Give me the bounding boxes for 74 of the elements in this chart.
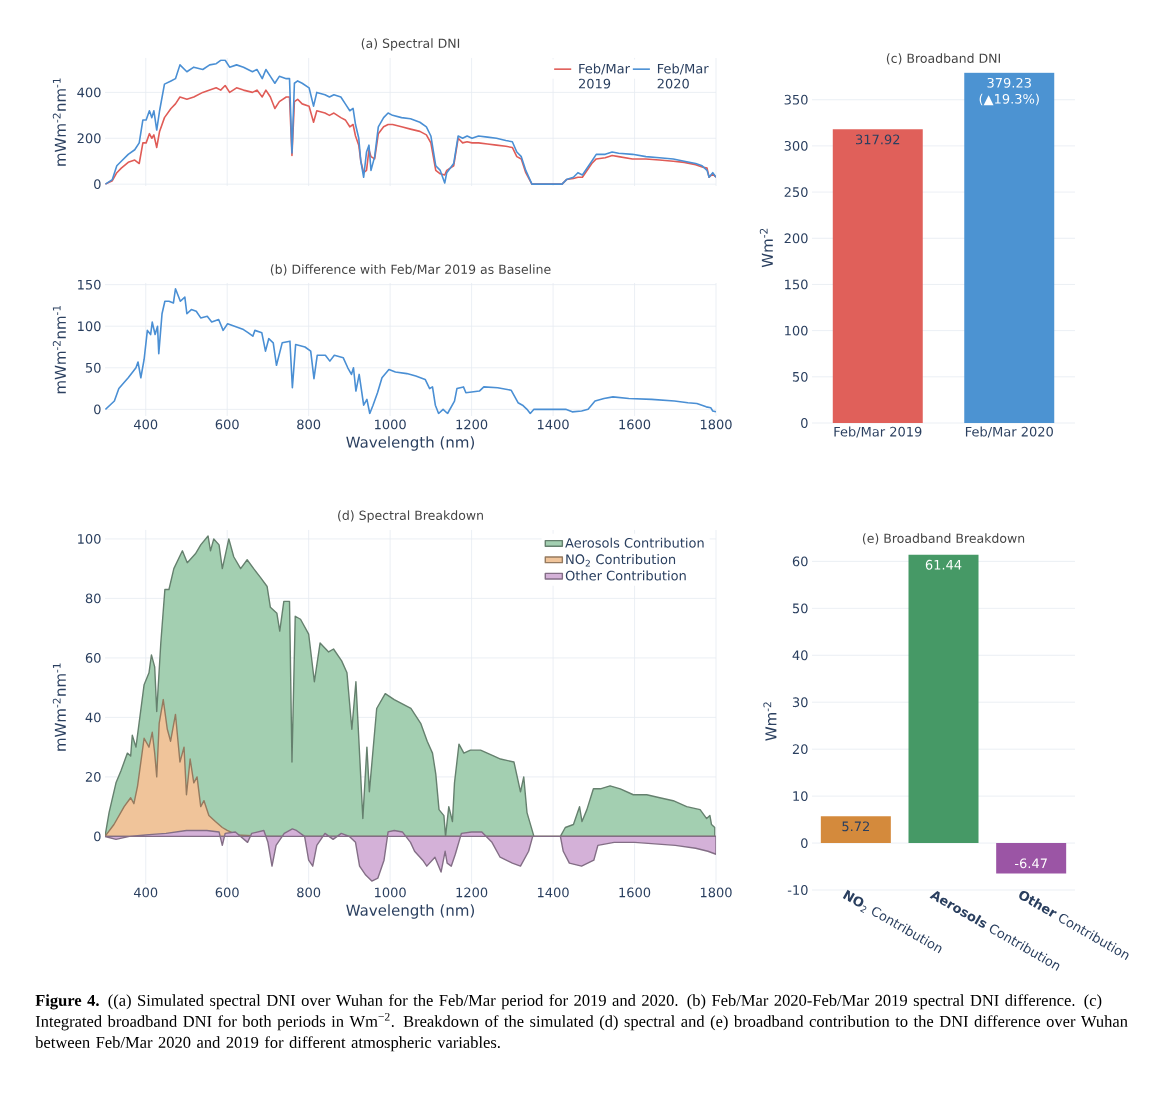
y-axis-title: Wm$^{-2}$ [763,702,777,741]
y-axis-title: mWm$^{-2}$nm$^{-1}$ [52,663,66,751]
x-tick-label: 1000 [375,419,406,430]
y-axis-title: mWm$^{-2}$nm$^{-1}$ [52,78,66,166]
x-tick-label: 800 [297,887,321,898]
bar [996,843,1067,874]
bar [820,816,891,844]
x-tick-label: 600 [215,419,239,430]
y-tick-label: 0 [94,404,101,415]
y-tick-label: 80 [85,593,101,604]
y-tick-label: 100 [785,325,808,336]
y-tick-label: 200 [784,233,808,244]
data-label: 61.44 [925,559,962,570]
bar [908,554,979,844]
y-tick-label: 300 [784,140,808,151]
x-axis-title: Wavelength (nm) [346,904,474,919]
y-tick-label: 40 [792,650,808,661]
legend-label: Other Contribution [565,570,686,581]
y-tick-label: 0 [94,831,101,842]
chart-title: (e) Broadband Breakdown [862,533,1025,545]
legend-label: NO$_{2}$ Contribution [566,554,676,567]
legend-label: Feb/Mar 2019 [578,63,630,89]
data-label: -6.47 [1014,858,1047,869]
x-tick-label: 1800 [700,887,732,898]
y-tick-label: 250 [784,187,808,197]
y-tick-label: 0 [801,418,808,428]
x-tick-label: 1600 [619,887,651,898]
y-tick-label: 100 [78,321,101,332]
x-tick-label: 1000 [375,887,406,898]
y-tick-label: 350 [784,94,808,105]
y-axis-title: Wm$^{-2}$ [759,228,773,268]
x-tick-label: 800 [297,419,321,430]
chart-title: (c) Broadband DNI [886,53,1000,65]
x-tick-label: 400 [133,419,158,430]
y-tick-label: 30 [792,697,808,708]
x-axis-title: Wavelength (nm) [346,436,474,451]
y-tick-label: 40 [85,712,101,723]
y-tick-label: 50 [792,603,808,614]
x-tick-label: 1400 [537,419,569,430]
y-tick-label: 150 [78,279,101,290]
y-tick-label: 200 [77,133,101,144]
y-tick-label: 0 [94,179,101,190]
y-tick-label: 50 [792,371,808,382]
x-tick-label: 1400 [537,887,569,898]
x-tick-label: 600 [215,887,239,898]
x-tick-label: 1800 [700,419,732,430]
legend-label: Feb/Mar 2020 [657,63,709,89]
chart-title: (b) Difference with Feb/Mar 2019 as Baseline [270,264,551,276]
y-tick-label: 0 [801,838,808,848]
x-tick-label: Feb/Mar 2020 [965,426,1053,438]
x-tick-label: Feb/Mar 2019 [834,426,922,438]
chart-title: (d) Spectral Breakdown [338,510,483,523]
x-tick-label: 1200 [456,887,488,898]
y-tick-label: -10 [787,885,808,895]
y-tick-label: 60 [85,653,101,663]
y-axis-title: mWm$^{-2}$nm$^{-1}$ [52,305,66,394]
y-tick-label: 20 [792,744,808,755]
line-series [105,288,716,415]
x-tick-label: 1200 [456,419,488,430]
data-label: 5.72 [842,821,869,832]
text: Figure 4. ((a) Simulated spectral DNI over Wuhan for the Feb/Mar period for 2019 and 2020. (b) Feb/Mar 2020-Feb/Mar 2019 spectral DNI difference. (c) Integrated broadband DNI for both periods in Wm$^{−2}$. Breakdown of the simulated (d) spectral and (e) broadband contribution to the DNI difference over Wuhan between Feb/Mar 2020 and 2019 for different atmospheric variables. [35,994,1128,1052]
y-tick-label: 400 [77,87,101,98]
y-tick-label: 20 [85,771,101,782]
y-tick-label: 150 [785,279,808,290]
data-label: 379.23 (▲19.3%) [979,77,1039,106]
x-tick-label: 400 [133,887,158,898]
chart-title: (a) Spectral DNI [361,38,460,51]
legend-label: Aerosols Contribution [565,537,704,548]
data-label: 317.92 [856,134,900,145]
y-tick-label: 60 [792,556,808,567]
y-tick-label: 100 [78,534,101,544]
y-tick-label: 10 [793,791,808,802]
x-tick-label: 1600 [619,419,651,430]
y-tick-label: 50 [85,362,101,373]
